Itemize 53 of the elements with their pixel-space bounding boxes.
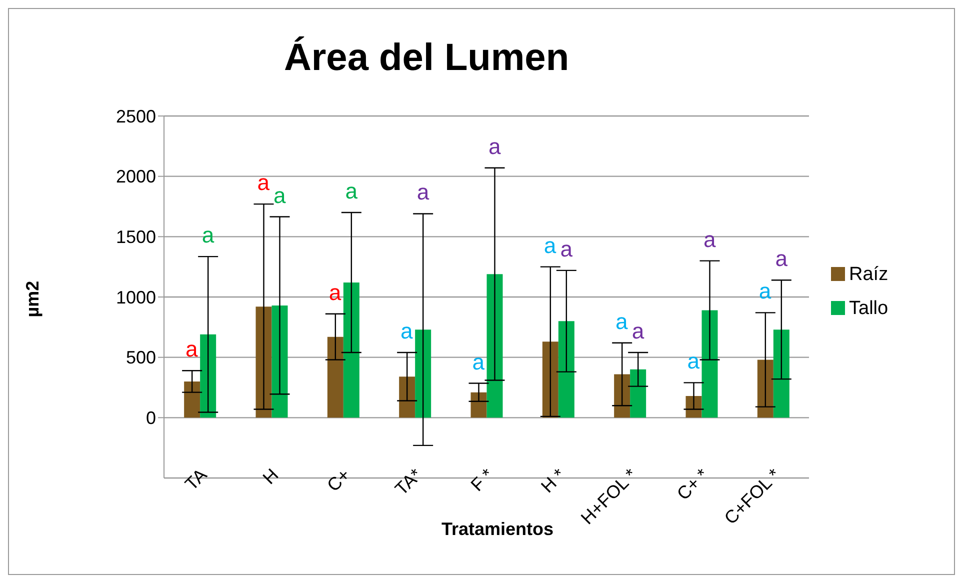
bar xyxy=(757,360,774,418)
bar xyxy=(614,374,630,418)
y-tick-label: 1000 xyxy=(116,287,156,308)
bar xyxy=(343,282,360,418)
annotation: a xyxy=(345,178,358,204)
annotation: a xyxy=(416,180,430,205)
annotation: a xyxy=(704,226,717,252)
y-axis-title: µm2 xyxy=(22,280,44,318)
x-tick-label: TA xyxy=(181,464,211,494)
bar xyxy=(773,330,790,418)
y-tick-label: 1500 xyxy=(116,227,156,248)
annotation: a xyxy=(274,182,287,208)
annotation: a xyxy=(186,336,199,362)
x-tick-label: C+ xyxy=(323,464,354,496)
annotation: a xyxy=(632,318,645,344)
bar xyxy=(486,274,503,418)
y-tick-label: 0 xyxy=(146,408,156,428)
x-tick-label: F * xyxy=(466,464,498,496)
x-tick-label: H * xyxy=(537,464,569,497)
bar xyxy=(399,376,416,418)
bar xyxy=(542,342,558,418)
annotation: a xyxy=(758,278,772,304)
annotation: a xyxy=(687,348,700,374)
annotation: a xyxy=(488,134,502,159)
y-tick-label: 500 xyxy=(126,348,156,368)
bar xyxy=(702,310,718,418)
annotation: a xyxy=(400,318,414,344)
legend-label: Raíz xyxy=(849,264,888,284)
bar xyxy=(415,330,432,418)
x-tick-label: H xyxy=(258,464,282,488)
chart-title: Área del Lumen xyxy=(282,37,570,80)
x-tick-label: C+ * xyxy=(673,464,712,504)
x-tick-label: TA* xyxy=(391,464,426,500)
bar xyxy=(272,305,288,418)
y-tick-label: 2500 xyxy=(116,106,156,126)
y-tick-label: 2000 xyxy=(116,166,156,187)
bar xyxy=(184,381,200,418)
annotation: a xyxy=(472,349,486,374)
bar xyxy=(630,369,646,418)
annotation: a xyxy=(775,246,788,272)
annotation: a xyxy=(257,170,270,196)
bar xyxy=(558,321,574,418)
bar xyxy=(470,392,487,418)
annotation: a xyxy=(616,308,629,334)
bar xyxy=(327,336,344,418)
bar xyxy=(200,334,216,418)
bar xyxy=(256,306,272,418)
annotation: a xyxy=(202,222,215,248)
x-axis-title: Tratamientos xyxy=(441,519,554,539)
annotation: a xyxy=(560,236,574,262)
annotation: a xyxy=(328,280,342,305)
legend-label: Tallo xyxy=(849,298,888,318)
annotation: a xyxy=(544,232,557,258)
